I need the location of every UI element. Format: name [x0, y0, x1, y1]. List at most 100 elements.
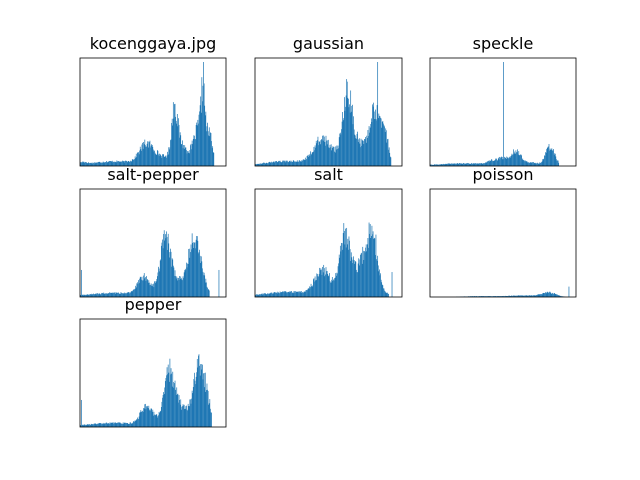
histogram-bar [131, 291, 133, 297]
histogram-bar [351, 111, 353, 166]
histogram-bar [369, 127, 371, 166]
histogram-bar [492, 161, 493, 166]
histogram-bar [278, 292, 280, 297]
histogram-bar [194, 372, 195, 427]
histogram-bar [373, 102, 375, 166]
histogram-bar [347, 97, 349, 166]
histogram-bar [123, 422, 125, 427]
histogram-bar [178, 124, 180, 166]
histogram-bar [191, 233, 193, 297]
histogram-bar [99, 423, 101, 427]
histogram-bar [382, 285, 384, 297]
histogram-bar [374, 238, 376, 297]
histogram-bar [527, 162, 529, 166]
histogram-bar [387, 139, 388, 166]
histogram-bar [467, 162, 468, 166]
histogram-bar [183, 278, 184, 297]
histogram-bar [147, 408, 149, 427]
histogram-bar [484, 163, 486, 166]
histogram-bar [88, 424, 90, 427]
histogram-bar [108, 293, 110, 297]
histogram-bar [205, 278, 207, 297]
histogram-bar [348, 107, 350, 166]
histogram-bar [491, 159, 493, 166]
histogram-bar [526, 161, 528, 166]
histogram-bar [328, 276, 330, 297]
histogram-bar [389, 156, 391, 166]
histogram-bar [349, 112, 351, 166]
histogram-bar [339, 257, 341, 297]
histogram-bar [537, 294, 539, 297]
histogram-bar [382, 120, 384, 166]
histogram-bar [174, 104, 175, 166]
histogram-bar [306, 290, 308, 297]
histogram-bar [366, 138, 368, 166]
histogram-bar [493, 296, 495, 297]
histogram-bar [303, 160, 305, 166]
histogram-bar [475, 163, 476, 166]
histogram-bar [129, 423, 130, 427]
histogram-bar [343, 120, 345, 166]
histogram-bar [460, 163, 461, 166]
histogram-bar [192, 387, 194, 427]
histogram-bar [175, 389, 176, 427]
histogram-bar [111, 292, 113, 297]
panel-title: salt-pepper [107, 165, 199, 184]
histogram-bar [378, 113, 380, 166]
histogram-bar [198, 252, 200, 297]
histogram-bar [206, 282, 207, 297]
histogram-bar [291, 161, 292, 166]
histogram-bar [192, 248, 194, 297]
histogram-bar [443, 163, 445, 166]
histogram-bar [257, 164, 259, 166]
histogram-bar [134, 159, 135, 166]
histogram-bar [433, 164, 435, 166]
histogram-bar [202, 268, 203, 297]
histogram-bar [101, 292, 103, 297]
histogram-bar [498, 296, 500, 297]
histogram-bar [145, 145, 146, 166]
histogram-bar [297, 291, 299, 297]
histogram-bar [367, 238, 369, 297]
histogram-bar [439, 164, 441, 166]
histogram-bar [149, 282, 150, 297]
histogram-bar [351, 257, 353, 297]
histogram-bar [503, 295, 505, 297]
histogram-bar [322, 140, 324, 166]
histogram-bar [271, 293, 273, 297]
histogram-bar [299, 291, 300, 297]
histogram-bar [269, 162, 271, 166]
histogram-bar [313, 151, 314, 166]
histogram-bar [272, 161, 274, 166]
histogram-bar [170, 251, 172, 297]
histogram-bar [190, 244, 192, 297]
histogram-bar [181, 144, 183, 166]
histogram-bar [337, 145, 339, 166]
histogram-bar [129, 422, 131, 427]
histogram-bar [196, 358, 198, 427]
histogram-bar [130, 161, 132, 166]
histogram-bar [266, 162, 268, 166]
histogram-bar [525, 160, 526, 166]
histogram-bar [432, 164, 433, 166]
histogram-bar [99, 162, 101, 166]
histogram-bar [311, 286, 312, 297]
histogram-bar [117, 422, 118, 427]
histogram-bar [132, 159, 134, 166]
histogram-bar [327, 275, 329, 297]
histogram-bar [440, 164, 441, 166]
histogram-bar [288, 162, 290, 166]
histogram-bar [105, 162, 107, 166]
histogram-bar [162, 397, 163, 427]
histogram-bar [346, 81, 348, 166]
histogram-bar [119, 161, 121, 166]
histogram-panel: kocenggaya.jpg [79, 34, 227, 167]
histogram-bar [519, 295, 521, 297]
histogram-bar [488, 296, 489, 297]
histogram-bar [134, 288, 136, 297]
histogram-bar [149, 409, 151, 427]
histogram-bar [338, 263, 339, 297]
histogram-bar [299, 161, 301, 166]
histogram-bar [276, 292, 277, 297]
histogram-bar [96, 162, 98, 166]
